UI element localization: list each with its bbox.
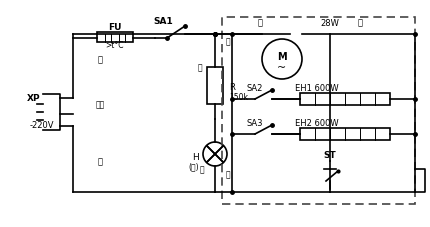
Text: ST: ST [323, 150, 335, 159]
Text: ~: ~ [277, 63, 286, 73]
Text: SA3: SA3 [246, 118, 263, 127]
Text: 棕: 棕 [257, 18, 262, 27]
Circle shape [261, 40, 301, 80]
Text: 28W: 28W [320, 18, 339, 27]
Text: 黄绿: 黄绿 [95, 100, 104, 109]
Text: (红): (红) [188, 162, 199, 171]
Text: H: H [192, 152, 199, 161]
Text: 黑: 黑 [199, 165, 204, 174]
Circle shape [203, 142, 227, 166]
Text: R: R [228, 82, 234, 91]
Bar [299, 94, 389, 106]
Text: 棕: 棕 [356, 18, 362, 27]
Bar [299, 128, 389, 140]
Text: M: M [276, 52, 286, 62]
Text: 棕: 棕 [97, 55, 102, 64]
Text: 150k: 150k [228, 92, 247, 101]
Text: 蓝: 蓝 [97, 157, 102, 166]
Text: 黄: 黄 [197, 63, 202, 72]
Text: SA2: SA2 [246, 83, 263, 92]
Text: -220V: -220V [30, 120, 54, 129]
Text: 棕: 棕 [225, 37, 230, 46]
Bar [97, 33, 133, 43]
Text: >t°C: >t°C [105, 40, 124, 49]
Text: 蓝: 蓝 [225, 170, 230, 179]
Text: FU: FU [108, 22, 121, 31]
Text: SA1: SA1 [153, 16, 172, 25]
Text: XP: XP [27, 93, 41, 102]
Text: EH1 600W: EH1 600W [294, 83, 338, 92]
Bar [206, 68, 222, 105]
Bar [221, 18, 414, 204]
Text: EH2 600W: EH2 600W [294, 118, 338, 127]
